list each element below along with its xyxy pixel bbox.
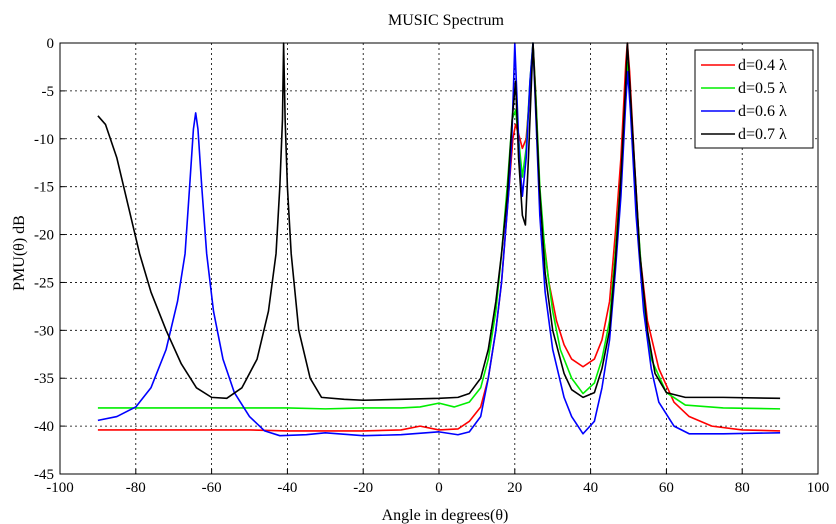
y-tick-label: -20 bbox=[34, 228, 54, 244]
y-tick-label: -30 bbox=[34, 323, 54, 339]
x-tick-label: 20 bbox=[507, 480, 522, 496]
x-tick-label: -20 bbox=[353, 480, 373, 496]
y-tick-label: -10 bbox=[34, 132, 54, 148]
y-axis-label: PMU(θ) dB bbox=[11, 215, 28, 291]
x-tick-label: -60 bbox=[202, 480, 222, 496]
x-tick-label: -80 bbox=[126, 480, 146, 496]
legend-label: d=0.6 λ bbox=[738, 103, 787, 120]
legend-label: d=0.5 λ bbox=[738, 80, 787, 97]
x-tick-label: -40 bbox=[277, 480, 297, 496]
legend-label: d=0.7 λ bbox=[738, 126, 787, 143]
axis-ticks: -100 -80 -60 -40 -20 0 20 40 60 80 100 0 -5 -10 -15 -20… bbox=[34, 36, 829, 496]
legend-box bbox=[694, 49, 814, 149]
y-tick-label: -25 bbox=[34, 275, 54, 291]
chart-title: MUSIC Spectrum bbox=[388, 12, 505, 29]
x-axis-label: Angle in degrees(θ) bbox=[382, 507, 509, 524]
y-tick-label: -5 bbox=[42, 84, 55, 100]
x-tick-label: -100 bbox=[46, 480, 74, 496]
x-tick-label: 60 bbox=[659, 480, 674, 496]
y-tick-label: -40 bbox=[34, 419, 54, 435]
legend: d=0.4 λ d=0.5 λ d=0.6 λ d=0.7 λ bbox=[694, 49, 814, 149]
x-tick-label: 0 bbox=[435, 480, 443, 496]
legend-label: d=0.4 λ bbox=[738, 57, 787, 74]
y-tick-label: -15 bbox=[34, 180, 54, 196]
y-tick-label: -35 bbox=[34, 371, 54, 387]
series-line bbox=[97, 42, 781, 437]
x-tick-label: 100 bbox=[807, 480, 830, 496]
x-tick-label: 80 bbox=[735, 480, 750, 496]
x-tick-label: 40 bbox=[583, 480, 598, 496]
series-line bbox=[97, 42, 781, 402]
y-tick-label: 0 bbox=[47, 36, 55, 52]
series-lines bbox=[97, 42, 781, 437]
y-tick-label: -45 bbox=[34, 467, 54, 483]
